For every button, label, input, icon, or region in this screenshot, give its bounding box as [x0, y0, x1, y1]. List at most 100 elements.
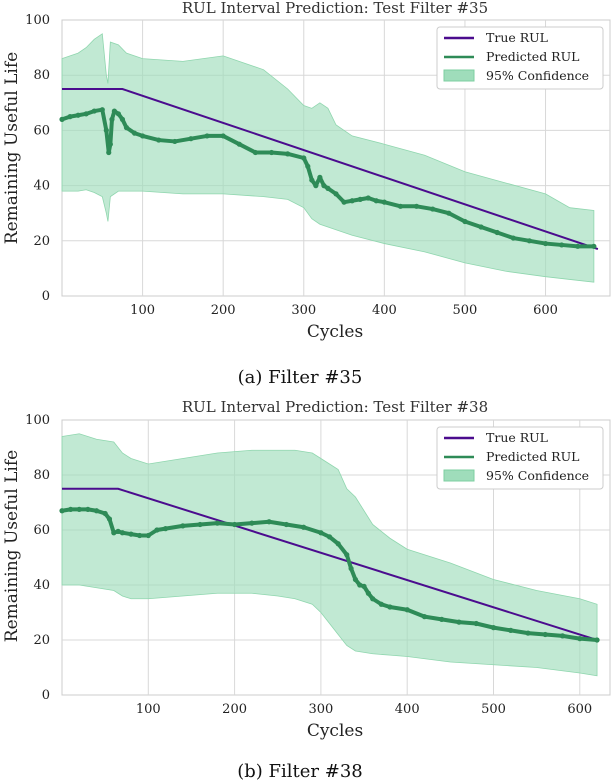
predicted-rul-series — [59, 107, 597, 249]
predicted-point — [309, 177, 315, 183]
predicted-point — [197, 521, 203, 528]
x-tick-label: 400 — [372, 303, 397, 318]
predicted-point — [357, 582, 363, 588]
figure-caption: (a) Filter #35 — [238, 367, 363, 388]
legend-band-swatch — [443, 469, 475, 482]
x-axis-label: Cycles — [307, 322, 363, 342]
predicted-point — [305, 163, 311, 169]
y-tick-label: 80 — [33, 468, 50, 483]
predicted-point — [473, 620, 479, 627]
y-tick-label: 20 — [33, 633, 50, 648]
x-axis-label: Cycles — [307, 721, 363, 741]
predicted-point — [266, 519, 272, 525]
legend-true-rul-label: True RUL — [486, 430, 548, 445]
predicted-point — [381, 199, 387, 205]
predicted-point — [111, 108, 117, 114]
predicted-point — [137, 532, 143, 539]
predicted-point — [577, 636, 583, 642]
predicted-point — [85, 506, 91, 512]
predicted-point — [478, 224, 484, 230]
x-tick-label: 500 — [481, 702, 506, 717]
predicted-point — [439, 616, 445, 622]
x-tick-label: 600 — [567, 702, 592, 717]
predicted-point — [313, 183, 319, 189]
predicted-point — [462, 218, 468, 225]
predicted-point — [318, 530, 324, 536]
y-tick-label: 60 — [33, 123, 50, 138]
y-axis-label: Remaining Useful Life — [2, 52, 22, 244]
y-tick-label: 20 — [33, 234, 50, 249]
predicted-point — [591, 243, 597, 249]
predicted-point — [361, 583, 367, 589]
predicted-point — [594, 637, 600, 643]
predicted-point — [103, 127, 109, 133]
predicted-point — [317, 174, 323, 180]
predicted-point — [162, 526, 169, 532]
predicted-point — [285, 151, 291, 157]
predicted-point — [325, 185, 331, 191]
chart-panel-b: RUL Interval Prediction: Test Filter #38… — [2, 398, 611, 782]
predicted-point — [231, 521, 238, 528]
chart-title: RUL Interval Prediction: Test Filter #35 — [182, 0, 488, 17]
legend-predicted-label: Predicted RUL — [486, 49, 579, 64]
x-tick-label: 200 — [222, 702, 247, 717]
predicted-point — [456, 619, 462, 625]
y-axis-label: Remaining Useful Life — [2, 450, 22, 642]
true-rul-line — [62, 88, 599, 251]
predicted-point — [341, 199, 347, 205]
legend-band-label: 95% Confidence — [486, 468, 589, 483]
x-tick-label: 500 — [453, 303, 478, 318]
predicted-point — [559, 633, 566, 639]
predicted-point — [111, 530, 117, 536]
predicted-point — [430, 206, 436, 212]
legend-box — [436, 26, 604, 90]
predicted-point — [156, 137, 162, 143]
predicted-point — [301, 155, 307, 161]
axis-ticks: 100 200 300 400 500 600 0 20 40 60 80 100 — [25, 13, 558, 318]
predicted-point — [542, 240, 549, 247]
predicted-point — [75, 112, 81, 118]
predicted-point — [109, 116, 115, 122]
predicted-point — [106, 516, 113, 522]
predicted-rul-series — [59, 506, 600, 643]
legend-predicted-label: Predicted RUL — [486, 449, 579, 464]
predicted-point — [421, 614, 428, 620]
predicted-point — [188, 136, 194, 142]
predicted-point — [510, 235, 516, 241]
legend-band-swatch — [443, 69, 475, 82]
figure-caption: (b) Filter #38 — [237, 761, 363, 782]
chart-title: RUL Interval Prediction: Test Filter #38 — [182, 398, 488, 416]
predicted-point — [83, 111, 89, 117]
predicted-point — [446, 210, 452, 216]
predicted-point — [344, 552, 350, 558]
predicted-point — [321, 183, 327, 189]
true-rul-line — [62, 487, 598, 641]
predicted-point — [214, 520, 220, 526]
predicted-point — [378, 601, 384, 607]
predicted-point — [301, 524, 307, 530]
x-tick-label: 300 — [291, 303, 316, 318]
predicted-point — [76, 506, 82, 512]
predicted-point — [249, 520, 255, 526]
predicted-point — [335, 541, 341, 547]
predicted-point — [508, 627, 514, 633]
predicted-point — [123, 125, 130, 131]
predicted-point — [106, 149, 112, 156]
legend: True RUL Predicted RUL 95% Confidence — [436, 426, 604, 490]
predicted-point — [107, 141, 113, 147]
predicted-point — [575, 243, 581, 249]
predicted-point — [204, 133, 210, 139]
predicted-point — [349, 198, 355, 204]
x-tick-label: 200 — [211, 303, 236, 318]
predicted-point — [145, 532, 151, 539]
x-tick-label: 100 — [136, 702, 161, 717]
true-rul-series — [62, 487, 598, 641]
y-tick-label: 100 — [25, 413, 50, 428]
y-tick-label: 80 — [33, 68, 50, 83]
legend-true-rul-label: True RUL — [486, 30, 548, 45]
predicted-point — [373, 198, 379, 204]
axis-ticks: 100 200 300 400 500 600 0 20 40 60 80 100 — [25, 413, 592, 717]
y-tick-label: 100 — [25, 13, 50, 28]
predicted-point — [236, 141, 242, 147]
predicted-point — [180, 523, 186, 529]
